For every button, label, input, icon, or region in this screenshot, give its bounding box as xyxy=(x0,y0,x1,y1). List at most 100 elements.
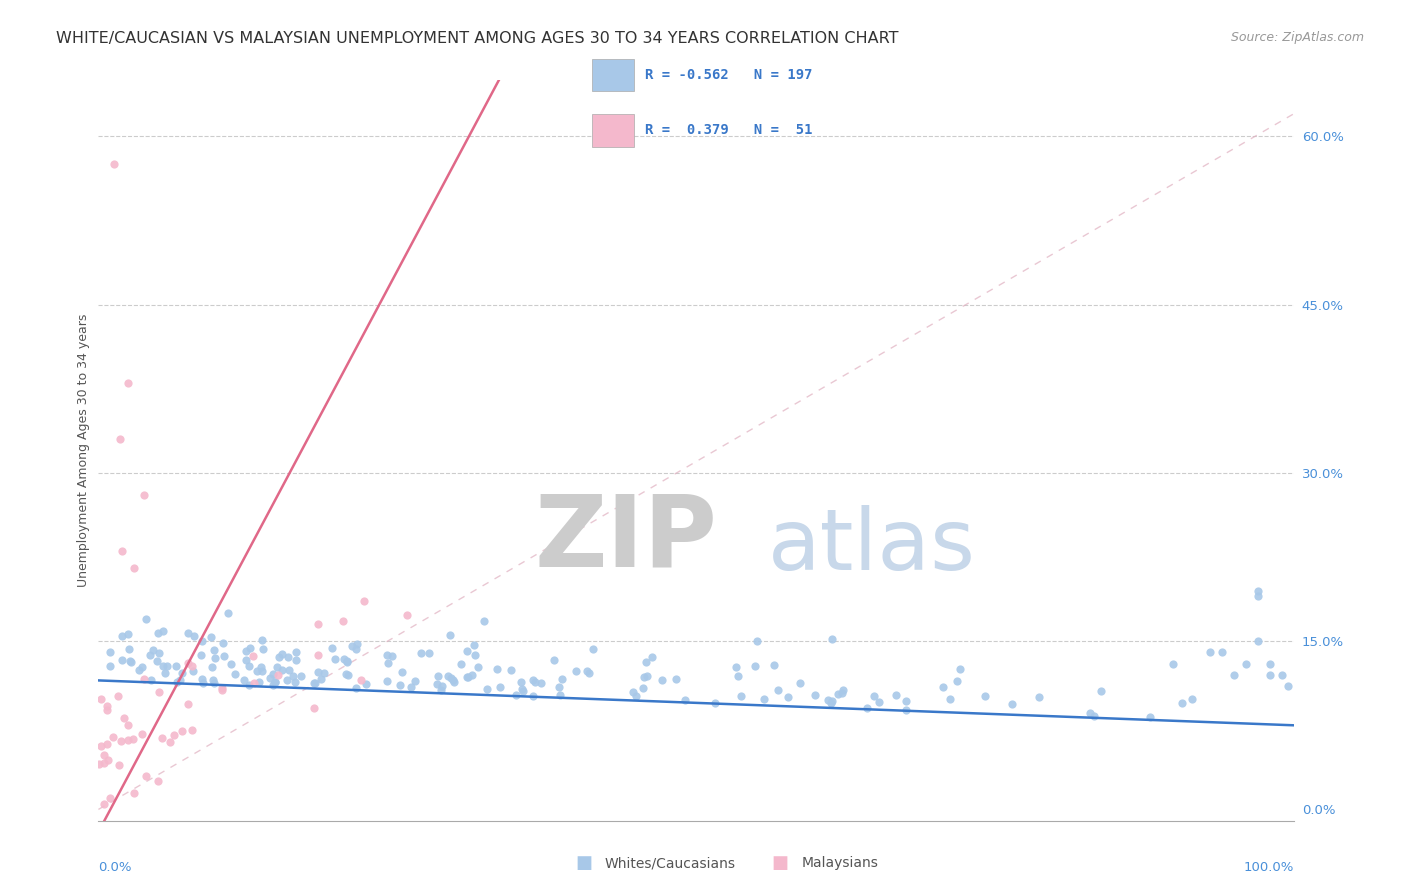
Point xyxy=(202,673,225,687)
Point xyxy=(146,655,169,669)
Text: Malaysians: Malaysians xyxy=(801,856,879,871)
Point xyxy=(886,689,908,703)
Point xyxy=(93,748,115,763)
Text: ■: ■ xyxy=(772,855,789,872)
Point xyxy=(336,655,359,669)
Point xyxy=(181,664,204,678)
Point xyxy=(259,671,281,685)
Point xyxy=(631,681,654,695)
Text: ZIP: ZIP xyxy=(534,491,717,588)
Point xyxy=(464,648,486,662)
Point xyxy=(311,672,333,686)
Point xyxy=(344,642,367,657)
Point xyxy=(485,663,508,677)
Point xyxy=(1258,657,1281,671)
Point xyxy=(148,774,170,789)
Point xyxy=(344,681,367,695)
Point xyxy=(440,671,463,685)
Point xyxy=(703,696,725,710)
Point xyxy=(152,624,174,639)
Point xyxy=(134,672,156,686)
Point xyxy=(98,645,122,659)
Point xyxy=(97,753,120,767)
Point xyxy=(148,685,170,699)
Point xyxy=(621,685,644,699)
Point xyxy=(332,614,354,628)
Y-axis label: Unemployment Among Ages 30 to 34 years: Unemployment Among Ages 30 to 34 years xyxy=(77,314,90,587)
Point xyxy=(323,652,346,666)
Point xyxy=(821,694,844,708)
Point xyxy=(336,654,359,668)
Point xyxy=(409,646,432,660)
Point xyxy=(267,668,290,682)
Text: atlas: atlas xyxy=(768,505,976,588)
Point xyxy=(377,656,399,670)
Point xyxy=(193,676,215,690)
Point xyxy=(156,659,179,673)
Text: Whites/Caucasians: Whites/Caucasians xyxy=(605,856,735,871)
Point xyxy=(401,680,423,694)
Point xyxy=(302,701,325,715)
Point xyxy=(101,730,124,744)
Point xyxy=(284,645,307,659)
Point xyxy=(211,681,233,696)
Point xyxy=(276,673,298,688)
Point xyxy=(467,660,489,674)
Point xyxy=(730,690,752,704)
Point xyxy=(181,723,204,737)
Point xyxy=(1163,657,1185,672)
Point xyxy=(111,544,134,558)
Point xyxy=(789,676,811,690)
Point xyxy=(548,680,571,694)
Point xyxy=(117,627,139,641)
Point xyxy=(817,693,839,707)
Point xyxy=(252,641,274,656)
Point xyxy=(135,612,157,626)
Point xyxy=(636,669,658,683)
Point xyxy=(98,659,121,673)
Point xyxy=(284,653,307,667)
Point xyxy=(262,666,284,681)
Point xyxy=(450,657,472,671)
Point xyxy=(512,684,534,698)
Point xyxy=(110,733,132,747)
Point xyxy=(727,668,749,682)
Point xyxy=(1271,668,1294,682)
Point xyxy=(118,654,141,668)
Point xyxy=(441,673,464,688)
Point xyxy=(247,675,270,690)
Point xyxy=(238,641,260,656)
Point xyxy=(117,376,139,391)
Point xyxy=(202,642,225,657)
Point xyxy=(120,655,142,669)
Point xyxy=(312,666,335,681)
Point xyxy=(949,662,972,676)
Point xyxy=(665,672,688,686)
Point xyxy=(931,680,953,694)
Point xyxy=(974,689,997,703)
Point xyxy=(1247,634,1270,648)
Point xyxy=(271,663,294,677)
Point xyxy=(724,659,747,673)
Point xyxy=(245,664,267,678)
Point xyxy=(191,633,214,648)
Point xyxy=(353,594,375,608)
Point xyxy=(111,653,134,667)
Point xyxy=(307,617,329,632)
Point xyxy=(152,731,174,745)
Point xyxy=(489,680,512,694)
Point xyxy=(1258,668,1281,682)
Point xyxy=(472,614,495,628)
Point xyxy=(108,432,131,446)
Bar xyxy=(592,59,634,91)
Point xyxy=(111,628,134,642)
Point xyxy=(124,561,146,575)
Point xyxy=(250,660,273,674)
Point xyxy=(624,689,647,703)
Point xyxy=(152,658,174,673)
Text: 0.0%: 0.0% xyxy=(98,862,132,874)
Point xyxy=(375,648,398,663)
Point xyxy=(177,697,200,711)
Point xyxy=(243,676,266,690)
Point xyxy=(868,695,890,709)
